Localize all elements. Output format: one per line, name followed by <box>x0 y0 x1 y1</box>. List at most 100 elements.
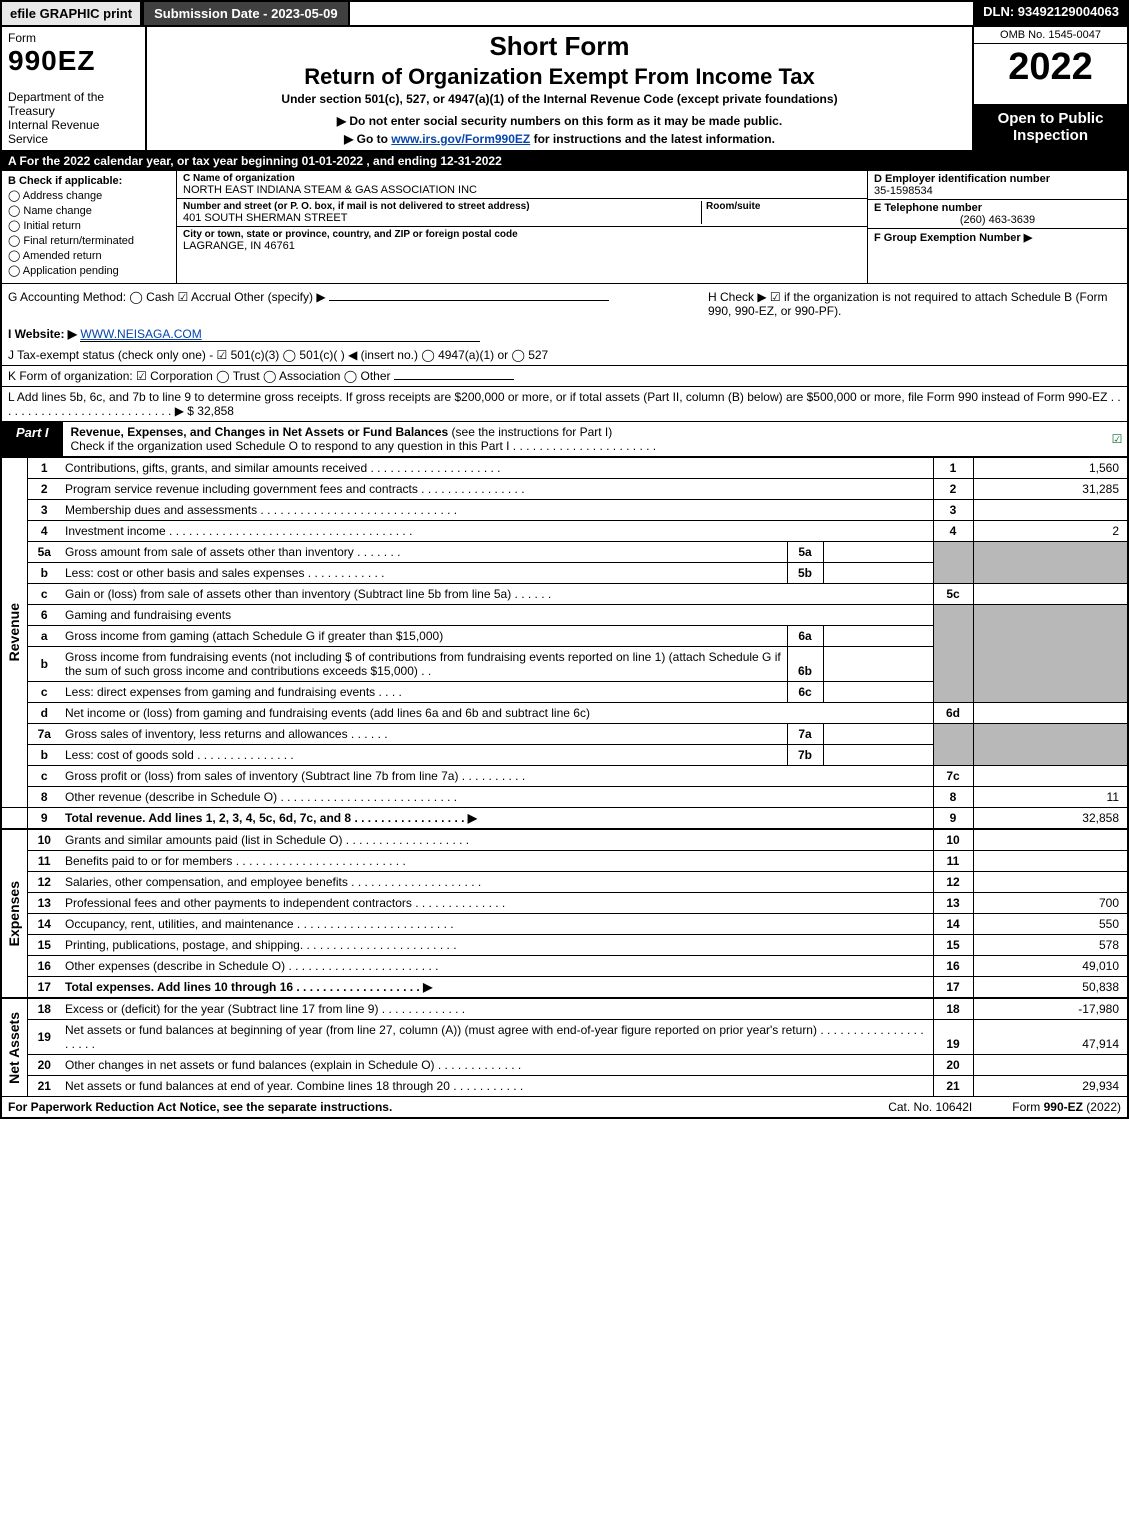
check-schedule-o-line: Check if the organization used Schedule … <box>71 439 657 453</box>
line-4-box: 4 <box>933 521 973 542</box>
shaded-6abc <box>933 605 973 703</box>
ein-label: D Employer identification number <box>874 173 1050 185</box>
line-9-num: 9 <box>27 808 61 829</box>
expenses-table: Expenses 10 Grants and similar amounts p… <box>0 828 1129 997</box>
line-8-desc: Other revenue (describe in Schedule O) .… <box>61 787 933 808</box>
line-6-num: 6 <box>27 605 61 626</box>
ein-value: 35-1598534 <box>874 185 1121 197</box>
header-center: Short Form Return of Organization Exempt… <box>147 27 972 150</box>
line-1-amount: 1,560 <box>973 458 1128 479</box>
check-application-pending[interactable]: ◯ Application pending <box>8 264 170 277</box>
line-21-amount: 29,934 <box>973 1076 1128 1097</box>
col-c: C Name of organization NORTH EAST INDIAN… <box>177 171 867 283</box>
line-17-num: 17 <box>27 977 61 998</box>
group-exemption-label: F Group Exemption Number ▶ <box>874 232 1032 244</box>
col-def: D Employer identification number 35-1598… <box>867 171 1127 283</box>
line-17-desc: Total expenses. Add lines 10 through 16 … <box>61 977 933 998</box>
instr2-post: for instructions and the latest informat… <box>530 132 775 146</box>
instruction-2: ▶ Go to www.irs.gov/Form990EZ for instru… <box>157 132 962 146</box>
org-name-value: NORTH EAST INDIANA STEAM & GAS ASSOCIATI… <box>183 184 861 196</box>
line-7b-num: b <box>27 745 61 766</box>
line-2-amount: 31,285 <box>973 479 1128 500</box>
line-2-desc: Program service revenue including govern… <box>61 479 933 500</box>
line-18-box: 18 <box>933 998 973 1020</box>
line-9-amount: 32,858 <box>973 808 1128 829</box>
line-15-amount: 578 <box>973 935 1128 956</box>
line-15-desc: Printing, publications, postage, and shi… <box>61 935 933 956</box>
line-11-amount <box>973 851 1128 872</box>
line-10-box: 10 <box>933 829 973 851</box>
website-link[interactable]: WWW.NEISAGA.COM <box>80 327 480 342</box>
line-8-num: 8 <box>27 787 61 808</box>
line-4-desc: Investment income . . . . . . . . . . . … <box>61 521 933 542</box>
line-13-desc: Professional fees and other payments to … <box>61 893 933 914</box>
topbar-spacer <box>350 0 974 27</box>
line-6a-desc: Gross income from gaming (attach Schedul… <box>61 626 787 647</box>
form-header: Form 990EZ Department of the Treasury In… <box>0 27 1129 152</box>
line-6b-subbox: 6b <box>787 647 823 682</box>
subtitle: Under section 501(c), 527, or 4947(a)(1)… <box>157 92 962 106</box>
line-10-desc: Grants and similar amounts paid (list in… <box>61 829 933 851</box>
line-12-box: 12 <box>933 872 973 893</box>
efile-print-button[interactable]: efile GRAPHIC print <box>0 0 142 27</box>
line-14-box: 14 <box>933 914 973 935</box>
line-1-desc: Contributions, gifts, grants, and simila… <box>61 458 933 479</box>
check-name-change[interactable]: ◯ Name change <box>8 204 170 217</box>
line-7c-desc: Gross profit or (loss) from sales of inv… <box>61 766 933 787</box>
line-20-desc: Other changes in net assets or fund bala… <box>61 1055 933 1076</box>
check-initial-return[interactable]: ◯ Initial return <box>8 219 170 232</box>
net-assets-table: Net Assets 18 Excess or (deficit) for th… <box>0 997 1129 1096</box>
line-2-box: 2 <box>933 479 973 500</box>
line-4-amount: 2 <box>973 521 1128 542</box>
line-13-box: 13 <box>933 893 973 914</box>
line-6d-amount <box>973 703 1128 724</box>
row-a-calendar-year: A For the 2022 calendar year, or tax yea… <box>0 152 1129 171</box>
check-final-return[interactable]: ◯ Final return/terminated <box>8 234 170 247</box>
line-7c-num: c <box>27 766 61 787</box>
line-7a-desc: Gross sales of inventory, less returns a… <box>61 724 787 745</box>
org-name-label: C Name of organization <box>183 173 861 184</box>
shaded-5ab-amt <box>973 542 1128 584</box>
line-7a-subval <box>823 724 933 745</box>
form-reference: Form 990-EZ (2022) <box>1012 1100 1121 1114</box>
line-1-box: 1 <box>933 458 973 479</box>
line-2-num: 2 <box>27 479 61 500</box>
line-19-box: 19 <box>933 1020 973 1055</box>
group-exemption-cell: F Group Exemption Number ▶ <box>868 229 1127 283</box>
line-16-num: 16 <box>27 956 61 977</box>
line-14-num: 14 <box>27 914 61 935</box>
line-19-num: 19 <box>27 1020 61 1055</box>
line-5a-num: 5a <box>27 542 61 563</box>
line-5c-amount <box>973 584 1128 605</box>
return-title: Return of Organization Exempt From Incom… <box>157 64 962 90</box>
omb-number: OMB No. 1545-0047 <box>974 27 1127 44</box>
line-13-amount: 700 <box>973 893 1128 914</box>
schedule-b-check: H Check ▶ ☑ if the organization is not r… <box>702 284 1127 324</box>
line-6a-subbox: 6a <box>787 626 823 647</box>
line-6b-desc: Gross income from fundraising events (no… <box>61 647 787 682</box>
line-21-num: 21 <box>27 1076 61 1097</box>
line-5c-desc: Gain or (loss) from sale of assets other… <box>61 584 933 605</box>
line-9-desc: Total revenue. Add lines 1, 2, 3, 4, 5c,… <box>61 808 933 829</box>
line-5b-subval <box>823 563 933 584</box>
line-18-num: 18 <box>27 998 61 1020</box>
line-12-desc: Salaries, other compensation, and employ… <box>61 872 933 893</box>
street-value: 401 SOUTH SHERMAN STREET <box>183 212 701 224</box>
tax-year: 2022 <box>974 44 1127 91</box>
line-6c-subbox: 6c <box>787 682 823 703</box>
check-amended-return[interactable]: ◯ Amended return <box>8 249 170 262</box>
line-16-box: 16 <box>933 956 973 977</box>
line-9-box: 9 <box>933 808 973 829</box>
schedule-o-checkbox[interactable]: ☑ <box>1107 422 1127 456</box>
col-b: B Check if applicable: ◯ Address change … <box>2 171 177 283</box>
row-l-gross-receipts: L Add lines 5b, 6c, and 7b to line 9 to … <box>0 386 1129 421</box>
street-cell: Number and street (or P. O. box, if mail… <box>177 199 867 227</box>
line-5a-desc: Gross amount from sale of assets other t… <box>61 542 787 563</box>
line-18-desc: Excess or (deficit) for the year (Subtra… <box>61 998 933 1020</box>
irs-link[interactable]: www.irs.gov/Form990EZ <box>391 132 530 146</box>
ein-cell: D Employer identification number 35-1598… <box>868 171 1127 200</box>
line-14-amount: 550 <box>973 914 1128 935</box>
line-5b-subbox: 5b <box>787 563 823 584</box>
part-i-header: Part I Revenue, Expenses, and Changes in… <box>0 421 1129 458</box>
check-address-change[interactable]: ◯ Address change <box>8 189 170 202</box>
